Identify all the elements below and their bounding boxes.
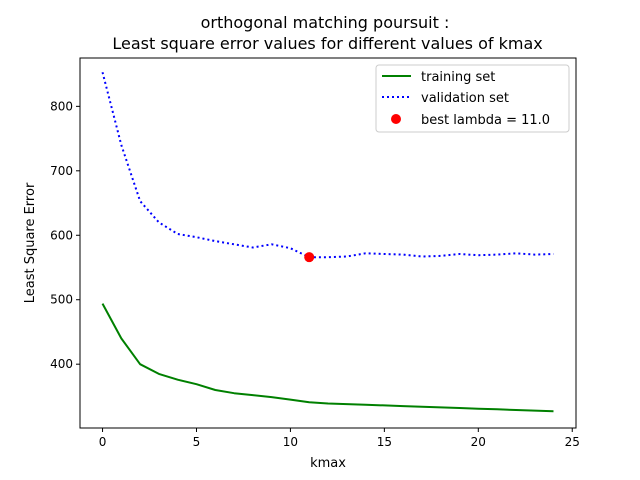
series-layer — [101, 71, 554, 413]
legend-best-label: best lambda = 11.0 — [421, 113, 550, 128]
x-tick-label: 20 — [471, 435, 486, 449]
legend-best-marker — [391, 114, 401, 124]
legend-training-label: training set — [421, 70, 495, 85]
best-lambda-point — [304, 252, 315, 263]
y-tick-label: 400 — [50, 357, 73, 371]
chart-title-line2: Least square error values for different … — [107, 34, 542, 53]
x-tick-label: 15 — [377, 435, 392, 449]
axes-layer: 0 5 10 15 20 25 400 500 600 700 800 — [50, 99, 580, 449]
x-tick-label: 10 — [283, 435, 298, 449]
legend-validation-label: validation set — [421, 91, 509, 106]
x-tick-label: 0 — [99, 435, 107, 449]
training-set-line — [101, 303, 554, 413]
x-tick-label: 5 — [193, 435, 201, 449]
y-tick-label: 700 — [50, 164, 73, 178]
y-tick-label: 600 — [50, 228, 73, 242]
x-axis-label: kmax — [310, 456, 346, 471]
chart-title-line1: orthogonal matching poursuit : — [201, 13, 450, 32]
y-tick-label: 800 — [50, 99, 73, 113]
legend-box — [375, 64, 570, 133]
y-tick-label: 500 — [50, 293, 73, 307]
plot-frame — [79, 57, 577, 429]
x-tick-label: 25 — [565, 435, 580, 449]
y-axis-label: Least Square Error — [23, 182, 38, 303]
legend: training set validation set best lambda … — [375, 64, 570, 133]
